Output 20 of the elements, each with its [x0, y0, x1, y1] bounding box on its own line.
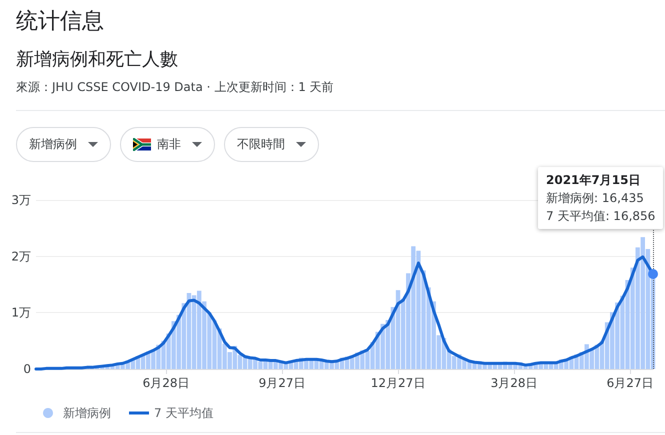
- y-tick-label: 0: [23, 362, 31, 376]
- chart-title: 统计信息: [16, 8, 104, 36]
- dropdown-button: 南非: [120, 127, 215, 162]
- annotation: 7 天平均值: 16,856: [546, 208, 656, 225]
- x-tick-label: 6月28日: [142, 376, 190, 390]
- y-tick-label: 2万: [11, 249, 31, 264]
- x-tick-label: 12月27日: [370, 376, 426, 390]
- tooltip: 2021年7月15日 新增病例: 16,435 7 天平均值: 16,856: [538, 167, 664, 229]
- x-tick-label: 3月28日: [490, 376, 538, 390]
- chart-subtitle: 新增病例和死亡人數: [16, 48, 178, 72]
- y-tick-label: 3万: [11, 193, 31, 207]
- dropdown-button: 新增病例: [16, 127, 111, 162]
- y-tick-label: 1万: [11, 306, 31, 320]
- legend-label: 7 天平均值: [154, 406, 214, 420]
- legend-label: 新增病例: [63, 406, 111, 420]
- dropdown-button: 不限時間: [224, 127, 319, 162]
- text: 來源：JHU CSSE COVID-19 Data · 上次更新时间：1 天前: [16, 79, 334, 96]
- x-tick-label: 9月27日: [258, 376, 306, 390]
- annotation: 新增病例: 16,435: [546, 190, 645, 207]
- x-tick-label: 6月27日: [606, 376, 654, 390]
